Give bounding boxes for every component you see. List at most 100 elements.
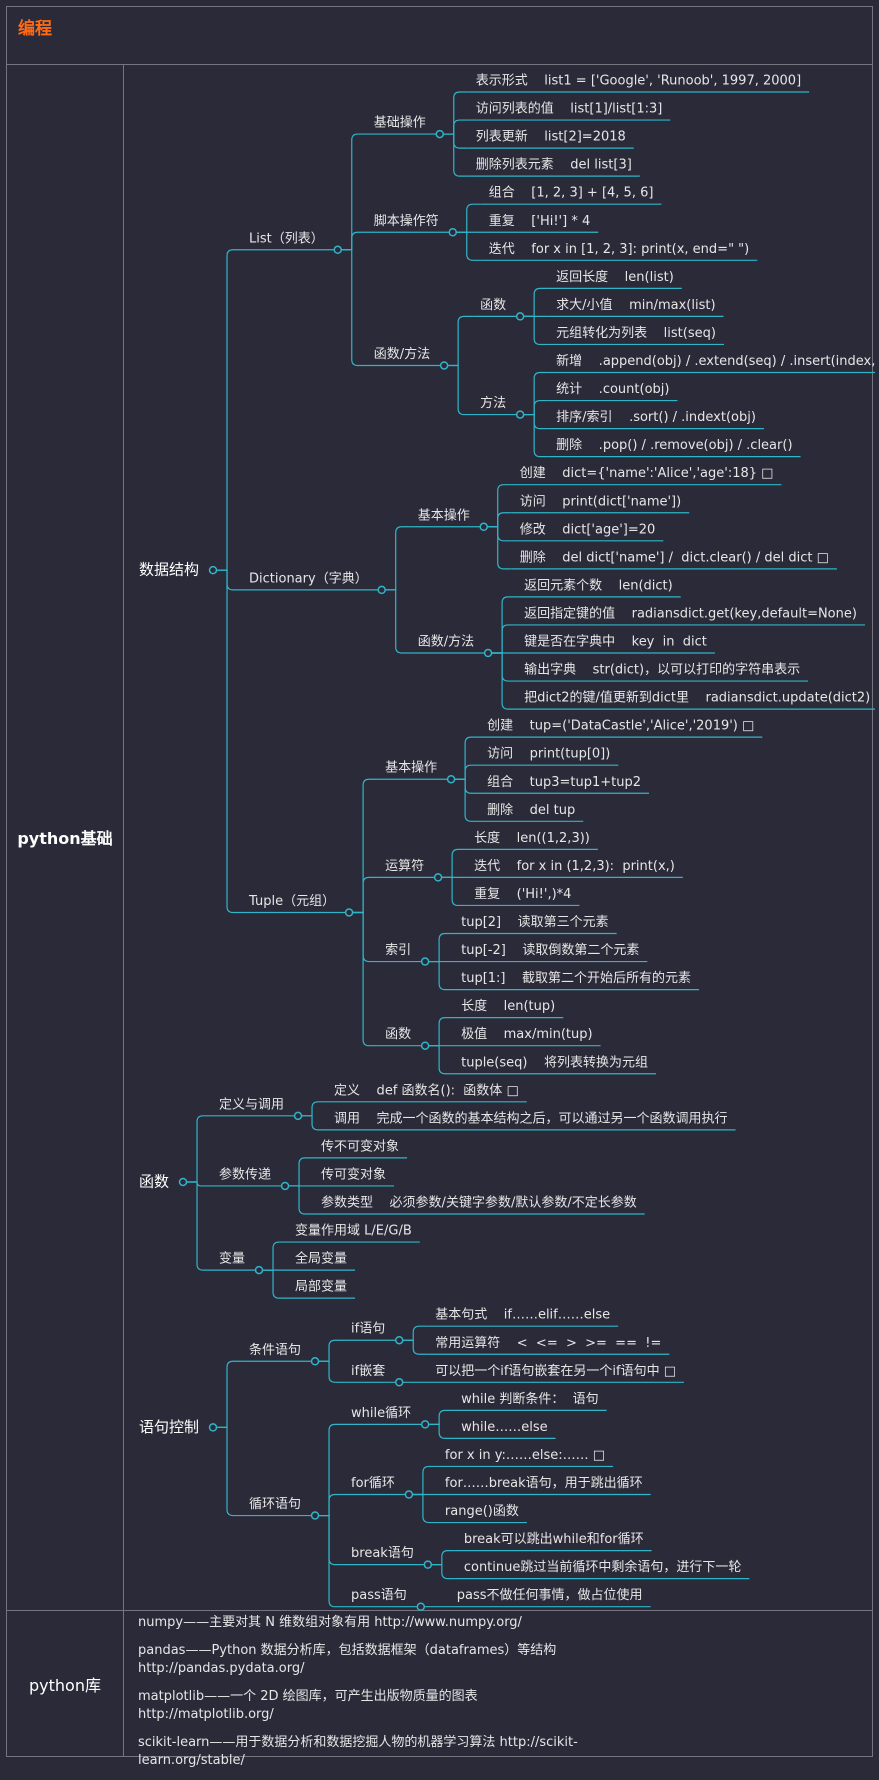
connector bbox=[454, 736, 480, 780]
connector bbox=[428, 1045, 454, 1075]
leaf-node: range()函数 bbox=[445, 1504, 519, 1519]
library-item: pandas——Python 数据分析库，包括数据框架（dataframes）等… bbox=[138, 1643, 557, 1676]
connector bbox=[412, 1493, 437, 1524]
connector bbox=[491, 652, 517, 682]
library-item: numpy——主要对其 N 维数组对象有用 http://www.numpy.o… bbox=[138, 1615, 522, 1630]
connector bbox=[341, 133, 366, 251]
connector bbox=[385, 526, 410, 591]
branch-node: 函数 bbox=[480, 298, 506, 313]
leaf-node: tup[-2] 读取倒数第二个元素 bbox=[461, 943, 639, 958]
leaf-node: 变量作用域 L/E/G/B bbox=[295, 1223, 412, 1239]
leaf-node: 统计 .count(obj) bbox=[556, 382, 669, 397]
branch-node: 基本操作 bbox=[385, 760, 437, 776]
connector bbox=[523, 371, 549, 416]
connector bbox=[456, 203, 481, 233]
header-title: 编程 bbox=[18, 19, 52, 39]
connector bbox=[523, 399, 549, 416]
connector bbox=[402, 1325, 428, 1341]
branch-node: 变量 bbox=[219, 1251, 245, 1267]
node-dot bbox=[178, 1177, 188, 1187]
leaf-node: pass不做任何事情，做占位使用 bbox=[457, 1587, 643, 1603]
connector bbox=[487, 512, 512, 528]
branch-node: if语句 bbox=[351, 1322, 385, 1337]
node-dot bbox=[394, 1335, 404, 1345]
node-dot bbox=[420, 957, 430, 966]
connector bbox=[441, 876, 467, 907]
node-dot bbox=[404, 1490, 414, 1499]
leaf-node: 迭代 for x in [1, 2, 3]: print(x, end=" ") bbox=[489, 242, 749, 257]
leaf-node: 局部变量 bbox=[295, 1279, 347, 1295]
node-dot bbox=[208, 1423, 218, 1432]
connector bbox=[491, 652, 517, 710]
connector bbox=[443, 133, 468, 149]
connector bbox=[262, 1269, 288, 1299]
leaf-node: 返回长度 len(list) bbox=[556, 269, 674, 285]
leaf-node: 元组转化为列表 list(seq) bbox=[556, 326, 716, 341]
connector bbox=[447, 315, 473, 367]
node-dot bbox=[344, 908, 354, 917]
branch-node: 循环语句 bbox=[249, 1497, 301, 1512]
leaf-node: 极值 max/min(tup) bbox=[461, 1026, 592, 1042]
connector bbox=[523, 413, 549, 458]
node-dot bbox=[280, 1181, 290, 1191]
connector bbox=[216, 1360, 242, 1428]
leaf-node: continue跳过当前循环中剩余语句，进行下一轮 bbox=[464, 1559, 742, 1575]
connector bbox=[431, 1564, 456, 1580]
leaf-node: 重复 ['Hi!'] * 4 bbox=[489, 213, 590, 229]
branch-node: 条件语句 bbox=[249, 1342, 301, 1358]
branch-node: Tuple（元组） bbox=[248, 894, 335, 909]
root-node: 函数 bbox=[139, 1172, 169, 1190]
branch-node: for循环 bbox=[351, 1476, 395, 1491]
node-dot bbox=[208, 565, 218, 575]
connector bbox=[487, 526, 512, 570]
leaf-node: 访问 print(tup[0]) bbox=[487, 747, 610, 762]
leaf-node: 基本句式 if……elif……else bbox=[435, 1308, 610, 1323]
branch-node: 脚本操作符 bbox=[374, 213, 439, 229]
leaf-node: 删除列表元素 del list[3] bbox=[476, 158, 632, 173]
leaf-node: for……break语句，用于跳出循环 bbox=[445, 1476, 643, 1491]
connector bbox=[318, 1423, 344, 1517]
branch-node: break语句 bbox=[351, 1546, 414, 1561]
leaf-node: 创建 tup=('DataCastle','Alice','2019') □ bbox=[487, 719, 754, 734]
connector bbox=[428, 1423, 454, 1439]
connector bbox=[454, 764, 480, 780]
connector bbox=[186, 1181, 212, 1271]
leaf-node: 传可变对象 bbox=[321, 1166, 386, 1182]
connector bbox=[487, 526, 512, 542]
node-dot bbox=[293, 1111, 303, 1121]
connector bbox=[301, 1115, 327, 1131]
node-dot bbox=[310, 1511, 320, 1520]
node-dot bbox=[420, 1420, 430, 1429]
branch-node: 基础操作 bbox=[374, 115, 426, 131]
leaf-node: 键是否在字典中 key in dict bbox=[524, 635, 707, 650]
leaf-node: 把dict2的键/值更新到dict里 radiansdict.update(di… bbox=[524, 690, 870, 706]
root-node: 语句控制 bbox=[139, 1418, 199, 1436]
node-dot bbox=[483, 648, 493, 658]
leaf-node: 参数类型 必须参数/关键字参数/默认参数/不定长参数 bbox=[321, 1195, 637, 1211]
connector bbox=[428, 932, 454, 963]
leaf-node: tup[1:] 截取第二个开始后所有的元素 bbox=[461, 970, 691, 986]
leaf-node: 修改 dict['age']=20 bbox=[520, 522, 656, 537]
node-dot bbox=[420, 1041, 430, 1050]
section-label: python库 bbox=[29, 1676, 101, 1695]
library-list: numpy——主要对其 N 维数组对象有用 http://www.numpy.o… bbox=[138, 1614, 608, 1780]
node-dot bbox=[435, 129, 445, 139]
leaf-node: 组合 tup3=tup1+tup2 bbox=[487, 775, 641, 790]
leaf-node: 返回指定键的值 radiansdict.get(key,default=None… bbox=[524, 605, 857, 621]
leaf-node: 全局变量 bbox=[295, 1251, 347, 1267]
connector bbox=[318, 1360, 344, 1383]
leaf-node: 输出字典 str(dict)，以可以打印的字符串表示 bbox=[524, 662, 800, 678]
connector bbox=[301, 1101, 327, 1117]
leaf-node: 长度 len((1,2,3)) bbox=[474, 830, 590, 846]
connector bbox=[318, 1514, 344, 1566]
library-item: scikit-learn——用于数据分析和数据挖掘人物的机器学习算法 http:… bbox=[138, 1735, 578, 1768]
section-label: python基础 bbox=[17, 829, 113, 848]
root-node: 数据结构 bbox=[139, 561, 199, 579]
connector bbox=[447, 364, 473, 416]
leaf-node: 删除 del dict['name'] / dict.clear() / del… bbox=[520, 550, 829, 565]
connector bbox=[454, 778, 480, 822]
connector bbox=[262, 1241, 288, 1271]
column-frame bbox=[6, 64, 124, 1757]
node-dot bbox=[377, 585, 386, 595]
leaf-node: 访问列表的值 list[1]/list[1:3] bbox=[476, 101, 663, 117]
